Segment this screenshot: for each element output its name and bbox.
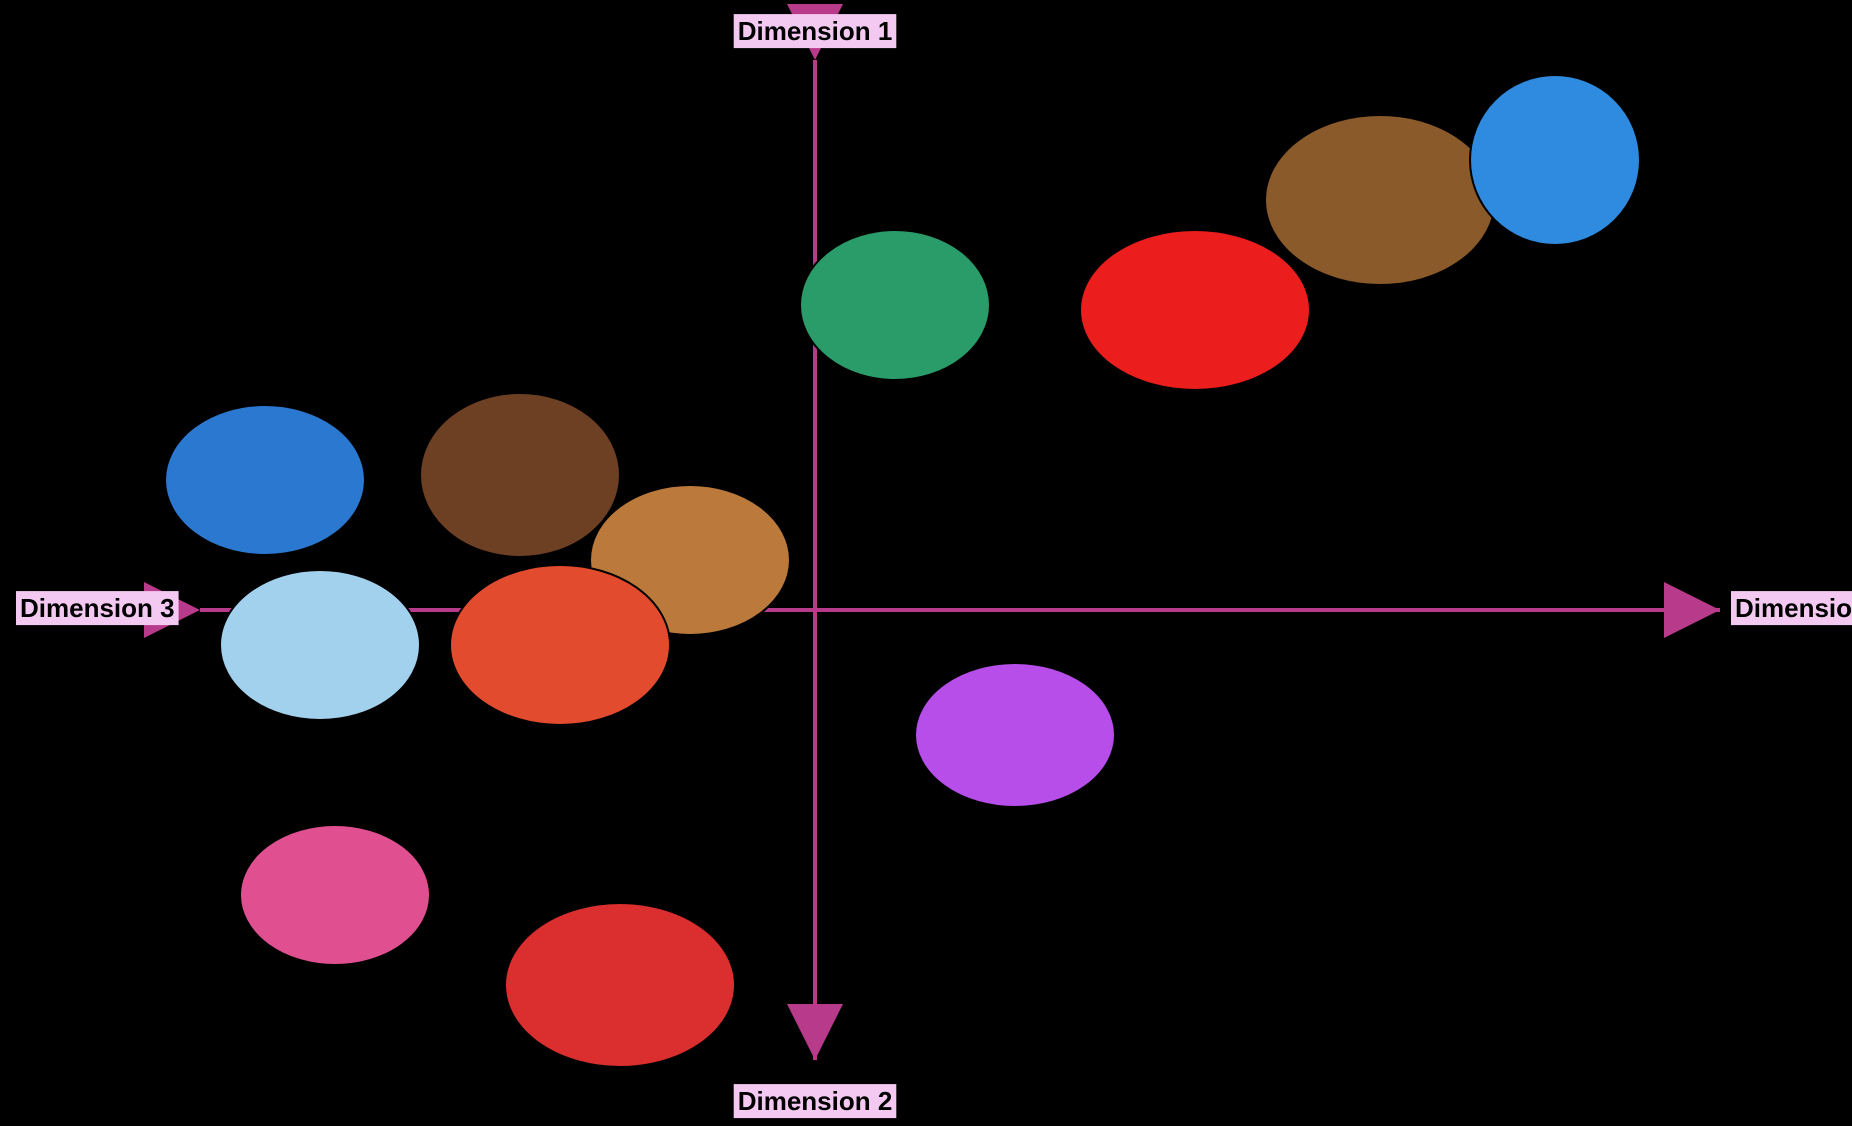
ellipse-lightblue bbox=[220, 570, 420, 720]
ellipse-orange-red bbox=[450, 565, 670, 725]
axis-label-dim3: Dimension 3 bbox=[16, 591, 179, 625]
ellipse-red-upper bbox=[1080, 230, 1310, 390]
ellipse-brown-upper bbox=[1265, 115, 1495, 285]
ellipse-pink bbox=[240, 825, 430, 965]
axis-label-dim2: Dimension 2 bbox=[734, 1084, 897, 1118]
axis-label-text-dim2: Dimension 2 bbox=[738, 1086, 893, 1116]
axis-label-text-dim1: Dimension 1 bbox=[738, 16, 893, 46]
axis-label-dim1: Dimension 1 bbox=[734, 14, 897, 48]
axis-label-dim4: Dimension 4 bbox=[1731, 591, 1852, 625]
ellipse-purple bbox=[915, 663, 1115, 807]
ellipse-green-center bbox=[800, 230, 990, 380]
axis-label-text-dim3: Dimension 3 bbox=[20, 593, 175, 623]
axis-label-text-dim4: Dimension 4 bbox=[1735, 593, 1852, 623]
ellipse-blue-circle bbox=[1470, 75, 1640, 245]
ellipse-darkbrown bbox=[420, 393, 620, 557]
ellipse-red-bottom bbox=[505, 903, 735, 1067]
ellipse-blue-left bbox=[165, 405, 365, 555]
quadrant-diagram: Dimension 1 Dimension 2 Dimension 3 Dimensi… bbox=[0, 0, 1852, 1126]
